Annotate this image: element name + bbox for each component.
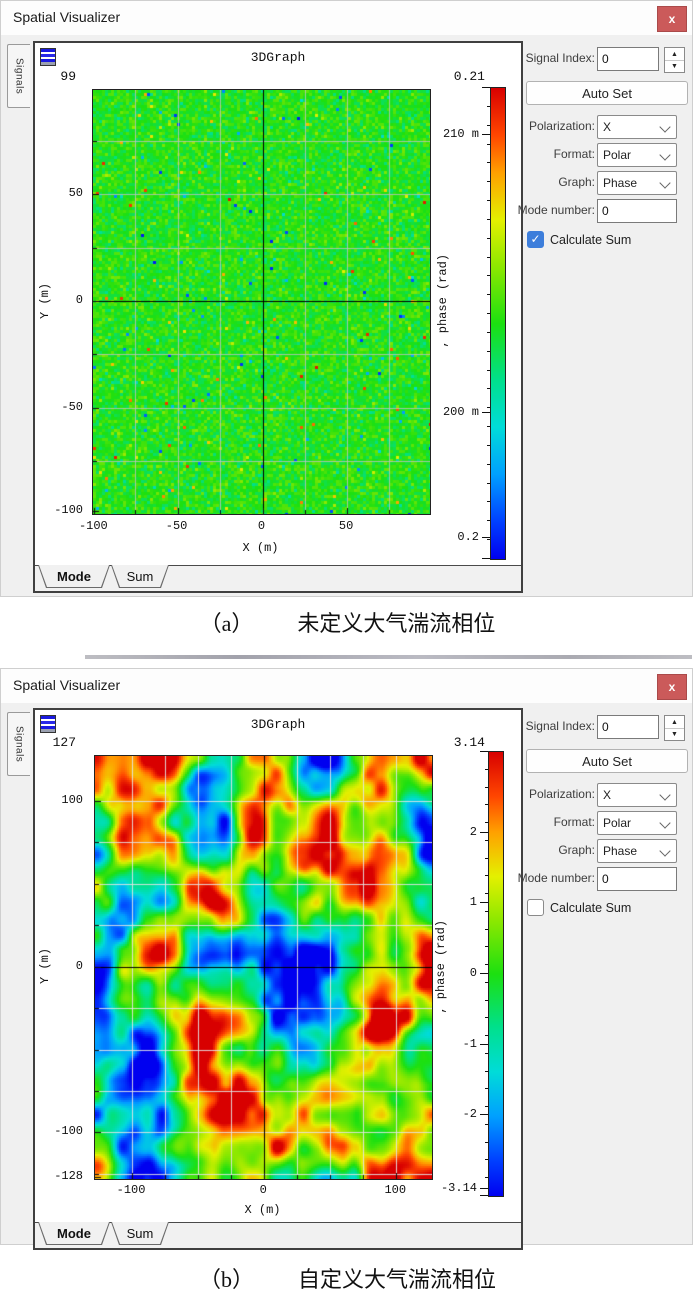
polarization-label: Polarization:	[528, 119, 595, 133]
mode-number-label: Mode number:	[517, 871, 595, 885]
colorbar-tick-labels: 210 m 200 m 0.2	[442, 127, 479, 544]
auto-set-button[interactable]: Auto Set	[526, 81, 688, 105]
colorbar-max-value: 0.21	[453, 69, 485, 84]
tab-sum[interactable]: Sum	[111, 1223, 169, 1245]
calculate-sum-checkbox[interactable]	[527, 899, 544, 916]
graph-type-select[interactable]: Phase	[597, 171, 677, 195]
x-axis-label: X (m)	[244, 1203, 281, 1217]
polarization-select[interactable]: X	[597, 783, 677, 807]
titlebar[interactable]: Spatial Visualizer x	[1, 669, 692, 703]
signal-index-label: Signal Index:	[525, 51, 595, 65]
spin-up-icon[interactable]: ▲	[665, 48, 684, 61]
caption-a: （a） 未定义大气湍流相位	[0, 606, 695, 638]
signal-index-stepper[interactable]: ▲ ▼	[664, 715, 685, 741]
graph-panel: 3DGraph 99 0.21 Y (m) 50 0 -50 -100 -100 -50…	[33, 41, 523, 593]
caption-b: （b） 自定义大气湍流相位	[0, 1262, 695, 1294]
format-label: Format:	[553, 147, 595, 161]
graph-window-icon	[40, 48, 56, 66]
chevron-down-icon	[659, 845, 671, 857]
window-body: Signals 3DGraph 127 3.14 Y (m) 100 0 -100-…	[1, 703, 694, 1250]
caption-a-index: （a）	[199, 611, 254, 636]
tab-sum[interactable]: Sum	[111, 566, 169, 588]
graph-tab-bar: Mode Sum	[35, 1222, 521, 1248]
spatial-visualizer-window: Spatial Visualizer x Signals 3DGraph 127…	[0, 668, 694, 1250]
calculate-sum-label: Calculate Sum	[550, 233, 632, 247]
format-select[interactable]: Polar	[597, 143, 677, 167]
chevron-down-icon	[659, 789, 671, 801]
heatmap-plot	[92, 89, 431, 515]
signals-side-tab[interactable]: Signals	[7, 712, 30, 776]
heatmap-canvas	[93, 90, 430, 514]
chevron-down-icon	[659, 121, 671, 133]
graph-panel: 3DGraph 127 3.14 Y (m) 100 0 -100 -128 -100…	[33, 708, 523, 1250]
colorbar-max-value: 3.14	[453, 735, 485, 750]
graph-type-label: Graph:	[558, 843, 595, 857]
graph-type-select[interactable]: Phase	[597, 839, 677, 863]
spatial-visualizer-window: Spatial Visualizer x Signals 3DGraph 99 …	[0, 0, 693, 597]
window-edge-artifact	[85, 655, 692, 659]
spin-down-icon[interactable]: ▼	[671, 62, 678, 70]
caption-b-index: （b）	[198, 1267, 254, 1292]
window-title: Spatial Visualizer	[13, 677, 121, 693]
format-label: Format:	[553, 815, 595, 829]
control-panel: Signal Index: 0 ▲ ▼ Auto Set Polarizatio…	[518, 35, 694, 285]
x-tick-labels: -100 -50 0 50	[78, 519, 354, 533]
mode-number-label: Mode number:	[517, 203, 595, 217]
caption-a-text: 未定义大气湍流相位	[297, 611, 496, 636]
signal-index-input[interactable]: 0	[597, 47, 659, 71]
y-max-value: 99	[60, 69, 76, 84]
chevron-down-icon	[659, 149, 671, 161]
graph-window-icon	[40, 715, 56, 733]
calculate-sum-label: Calculate Sum	[550, 901, 632, 915]
polarization-label: Polarization:	[528, 787, 595, 801]
calculate-sum-checkbox[interactable]: ✓	[527, 231, 544, 248]
colorbar	[488, 751, 504, 1197]
titlebar[interactable]: Spatial Visualizer x	[1, 1, 692, 35]
mode-number-input[interactable]: 0	[597, 199, 677, 223]
colorbar	[490, 87, 506, 560]
tab-mode[interactable]: Mode	[38, 1223, 110, 1245]
control-panel: Signal Index: 0 ▲ ▼ Auto Set Polarizatio…	[518, 703, 694, 953]
graph-title: 3DGraph	[250, 50, 306, 65]
mode-number-input[interactable]: 0	[597, 867, 677, 891]
x-tick-labels: -100 0 100	[116, 1183, 407, 1197]
chevron-down-icon	[659, 817, 671, 829]
y-max-value: 127	[52, 735, 76, 750]
signal-index-input[interactable]: 0	[597, 715, 659, 739]
tab-mode[interactable]: Mode	[38, 566, 110, 588]
chevron-down-icon	[659, 177, 671, 189]
heatmap-plot	[94, 755, 433, 1180]
signal-index-label: Signal Index:	[525, 719, 595, 733]
signals-side-tab[interactable]: Signals	[7, 44, 30, 108]
caption-b-text: 自定义大气湍流相位	[298, 1267, 497, 1292]
y-tick-labels: 100 0 -100 -128	[54, 792, 83, 1184]
window-body: Signals 3DGraph 99 0.21 Y (m) 50 0 -50 -100…	[1, 35, 692, 596]
close-button[interactable]: x	[657, 674, 687, 700]
spin-up-icon[interactable]: ▲	[665, 716, 684, 729]
colorbar-tick-labels: 2 1 0 -1 -2 -3.14	[440, 824, 477, 1196]
x-axis-label: X (m)	[242, 541, 279, 555]
y-tick-labels: 50 0 -50 -100	[54, 186, 83, 518]
colorbar-tick-marks	[482, 87, 490, 559]
format-select[interactable]: Polar	[597, 811, 677, 835]
polarization-select[interactable]: X	[597, 115, 677, 139]
close-button[interactable]: x	[657, 6, 687, 32]
graph-title: 3DGraph	[250, 717, 306, 732]
graph-tab-bar: Mode Sum	[35, 565, 521, 591]
spin-down-icon[interactable]: ▼	[671, 730, 678, 738]
graph-type-label: Graph:	[558, 175, 595, 189]
colorbar-tick-marks	[480, 751, 488, 1196]
heatmap-canvas	[95, 756, 432, 1179]
auto-set-button[interactable]: Auto Set	[526, 749, 688, 773]
window-title: Spatial Visualizer	[13, 9, 121, 25]
signal-index-stepper[interactable]: ▲ ▼	[664, 47, 685, 73]
